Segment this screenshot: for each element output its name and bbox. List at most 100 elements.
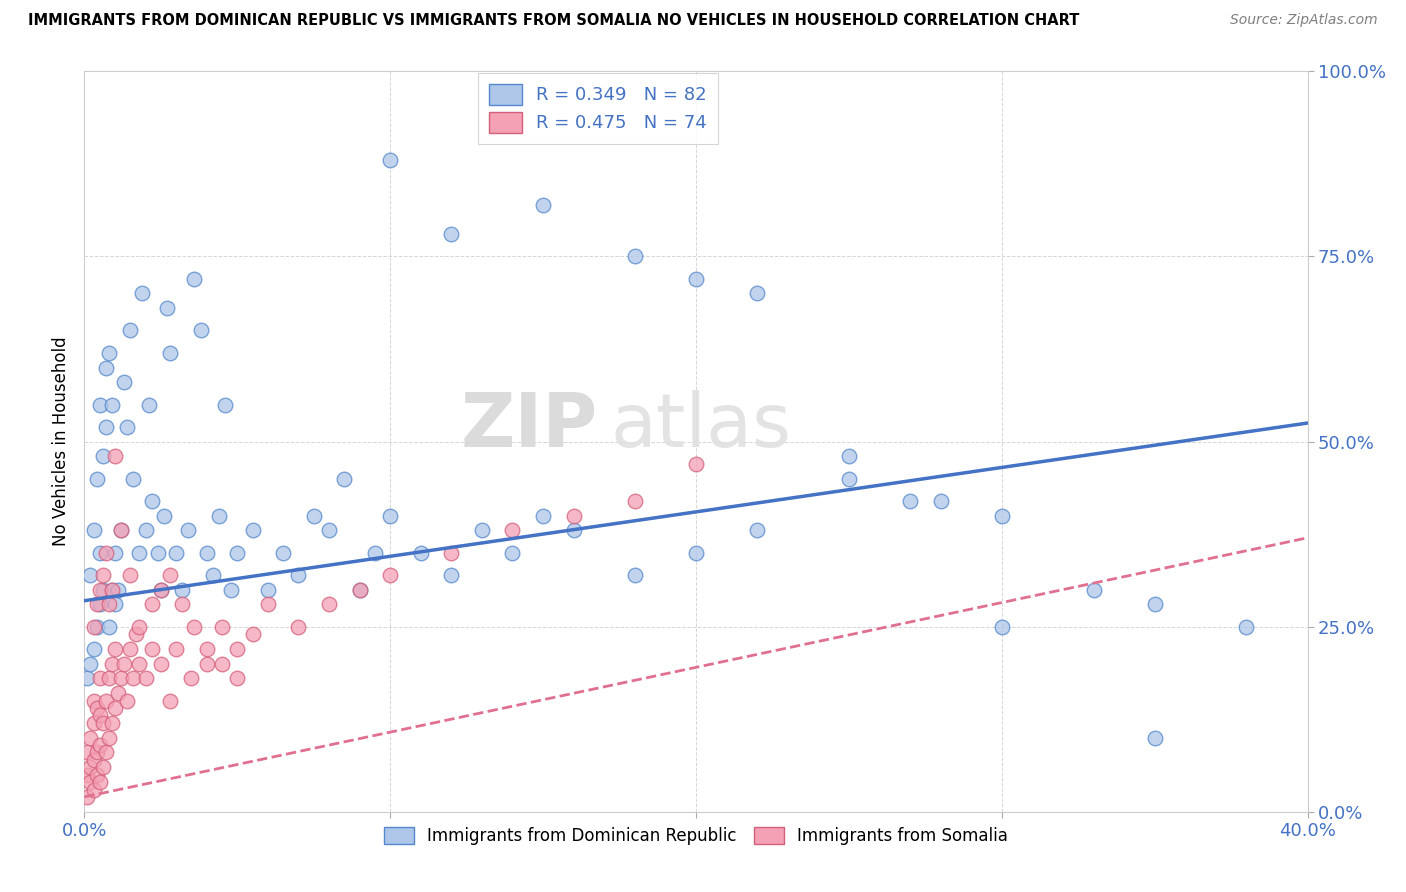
Point (101, 582, 124, 597)
Point (172, 582, 194, 597)
Point (141, 598, 163, 612)
Point (318, 524, 340, 538)
Point (991, 619, 1014, 633)
Point (131, 286, 153, 301)
Point (107, 686, 129, 700)
Point (94, 360, 117, 375)
Point (440, 567, 463, 582)
Text: ZIP: ZIP (461, 390, 598, 463)
Point (91, 582, 114, 597)
Point (97, 731, 120, 745)
Point (86, 767, 108, 781)
Point (141, 641, 163, 656)
Point (195, 546, 218, 560)
Point (112, 657, 135, 671)
Point (128, 657, 150, 671)
Point (838, 471, 860, 485)
Point (172, 598, 194, 612)
Point (91, 760, 114, 774)
Point (156, 301, 179, 316)
Point (83, 619, 105, 633)
Point (89, 546, 111, 560)
Point (79, 567, 101, 582)
Point (76, 789, 98, 804)
Point (318, 598, 340, 612)
Point (104, 450, 127, 464)
Point (89, 582, 111, 597)
Point (349, 582, 371, 597)
Point (120, 567, 142, 582)
Point (195, 657, 218, 671)
Point (97, 672, 120, 686)
Point (83, 753, 105, 767)
Point (76, 672, 98, 686)
Point (302, 508, 325, 523)
Point (380, 153, 402, 168)
Point (502, 524, 524, 538)
Point (89, 738, 111, 752)
Point (333, 471, 356, 485)
Point (149, 582, 172, 597)
Point (104, 598, 127, 612)
Point (83, 782, 105, 797)
Point (122, 672, 145, 686)
Point (115, 419, 138, 434)
Point (271, 546, 294, 560)
Point (101, 582, 124, 597)
Point (94, 694, 117, 708)
Point (349, 582, 371, 597)
Point (141, 493, 163, 508)
Point (97, 598, 120, 612)
Point (257, 598, 280, 612)
Point (183, 619, 205, 633)
Point (364, 546, 387, 560)
Point (138, 398, 160, 412)
Point (685, 546, 707, 560)
Point (471, 524, 494, 538)
Point (190, 324, 212, 338)
Point (177, 524, 200, 538)
Point (115, 694, 138, 708)
Point (122, 471, 145, 485)
Point (94, 746, 117, 760)
Point (135, 672, 157, 686)
Point (624, 250, 647, 264)
Point (128, 619, 150, 633)
Point (110, 672, 132, 686)
Point (226, 672, 249, 686)
Point (1083, 582, 1105, 597)
Point (201, 567, 224, 582)
Point (91, 567, 114, 582)
Point (79, 657, 101, 671)
Point (89, 708, 111, 723)
Point (120, 324, 142, 338)
Text: Source: ZipAtlas.com: Source: ZipAtlas.com (1230, 13, 1378, 28)
Legend: Immigrants from Dominican Republic, Immigrants from Somalia: Immigrants from Dominican Republic, Immi… (377, 820, 1015, 852)
Point (624, 567, 647, 582)
Point (79, 775, 101, 789)
Point (135, 524, 157, 538)
Point (101, 715, 124, 730)
Point (149, 657, 172, 671)
Point (110, 524, 132, 538)
Point (101, 398, 124, 412)
Point (86, 619, 108, 633)
Point (159, 567, 181, 582)
Point (211, 619, 233, 633)
Point (83, 694, 105, 708)
Point (898, 493, 921, 508)
Point (104, 546, 127, 560)
Point (101, 657, 124, 671)
Point (380, 567, 402, 582)
Point (208, 508, 231, 523)
Point (86, 598, 108, 612)
Point (226, 546, 249, 560)
Point (91, 715, 114, 730)
Point (89, 398, 111, 412)
Point (83, 715, 105, 730)
Point (1143, 731, 1166, 745)
Point (747, 524, 769, 538)
Point (120, 641, 142, 656)
Point (440, 227, 463, 242)
Point (107, 582, 129, 597)
